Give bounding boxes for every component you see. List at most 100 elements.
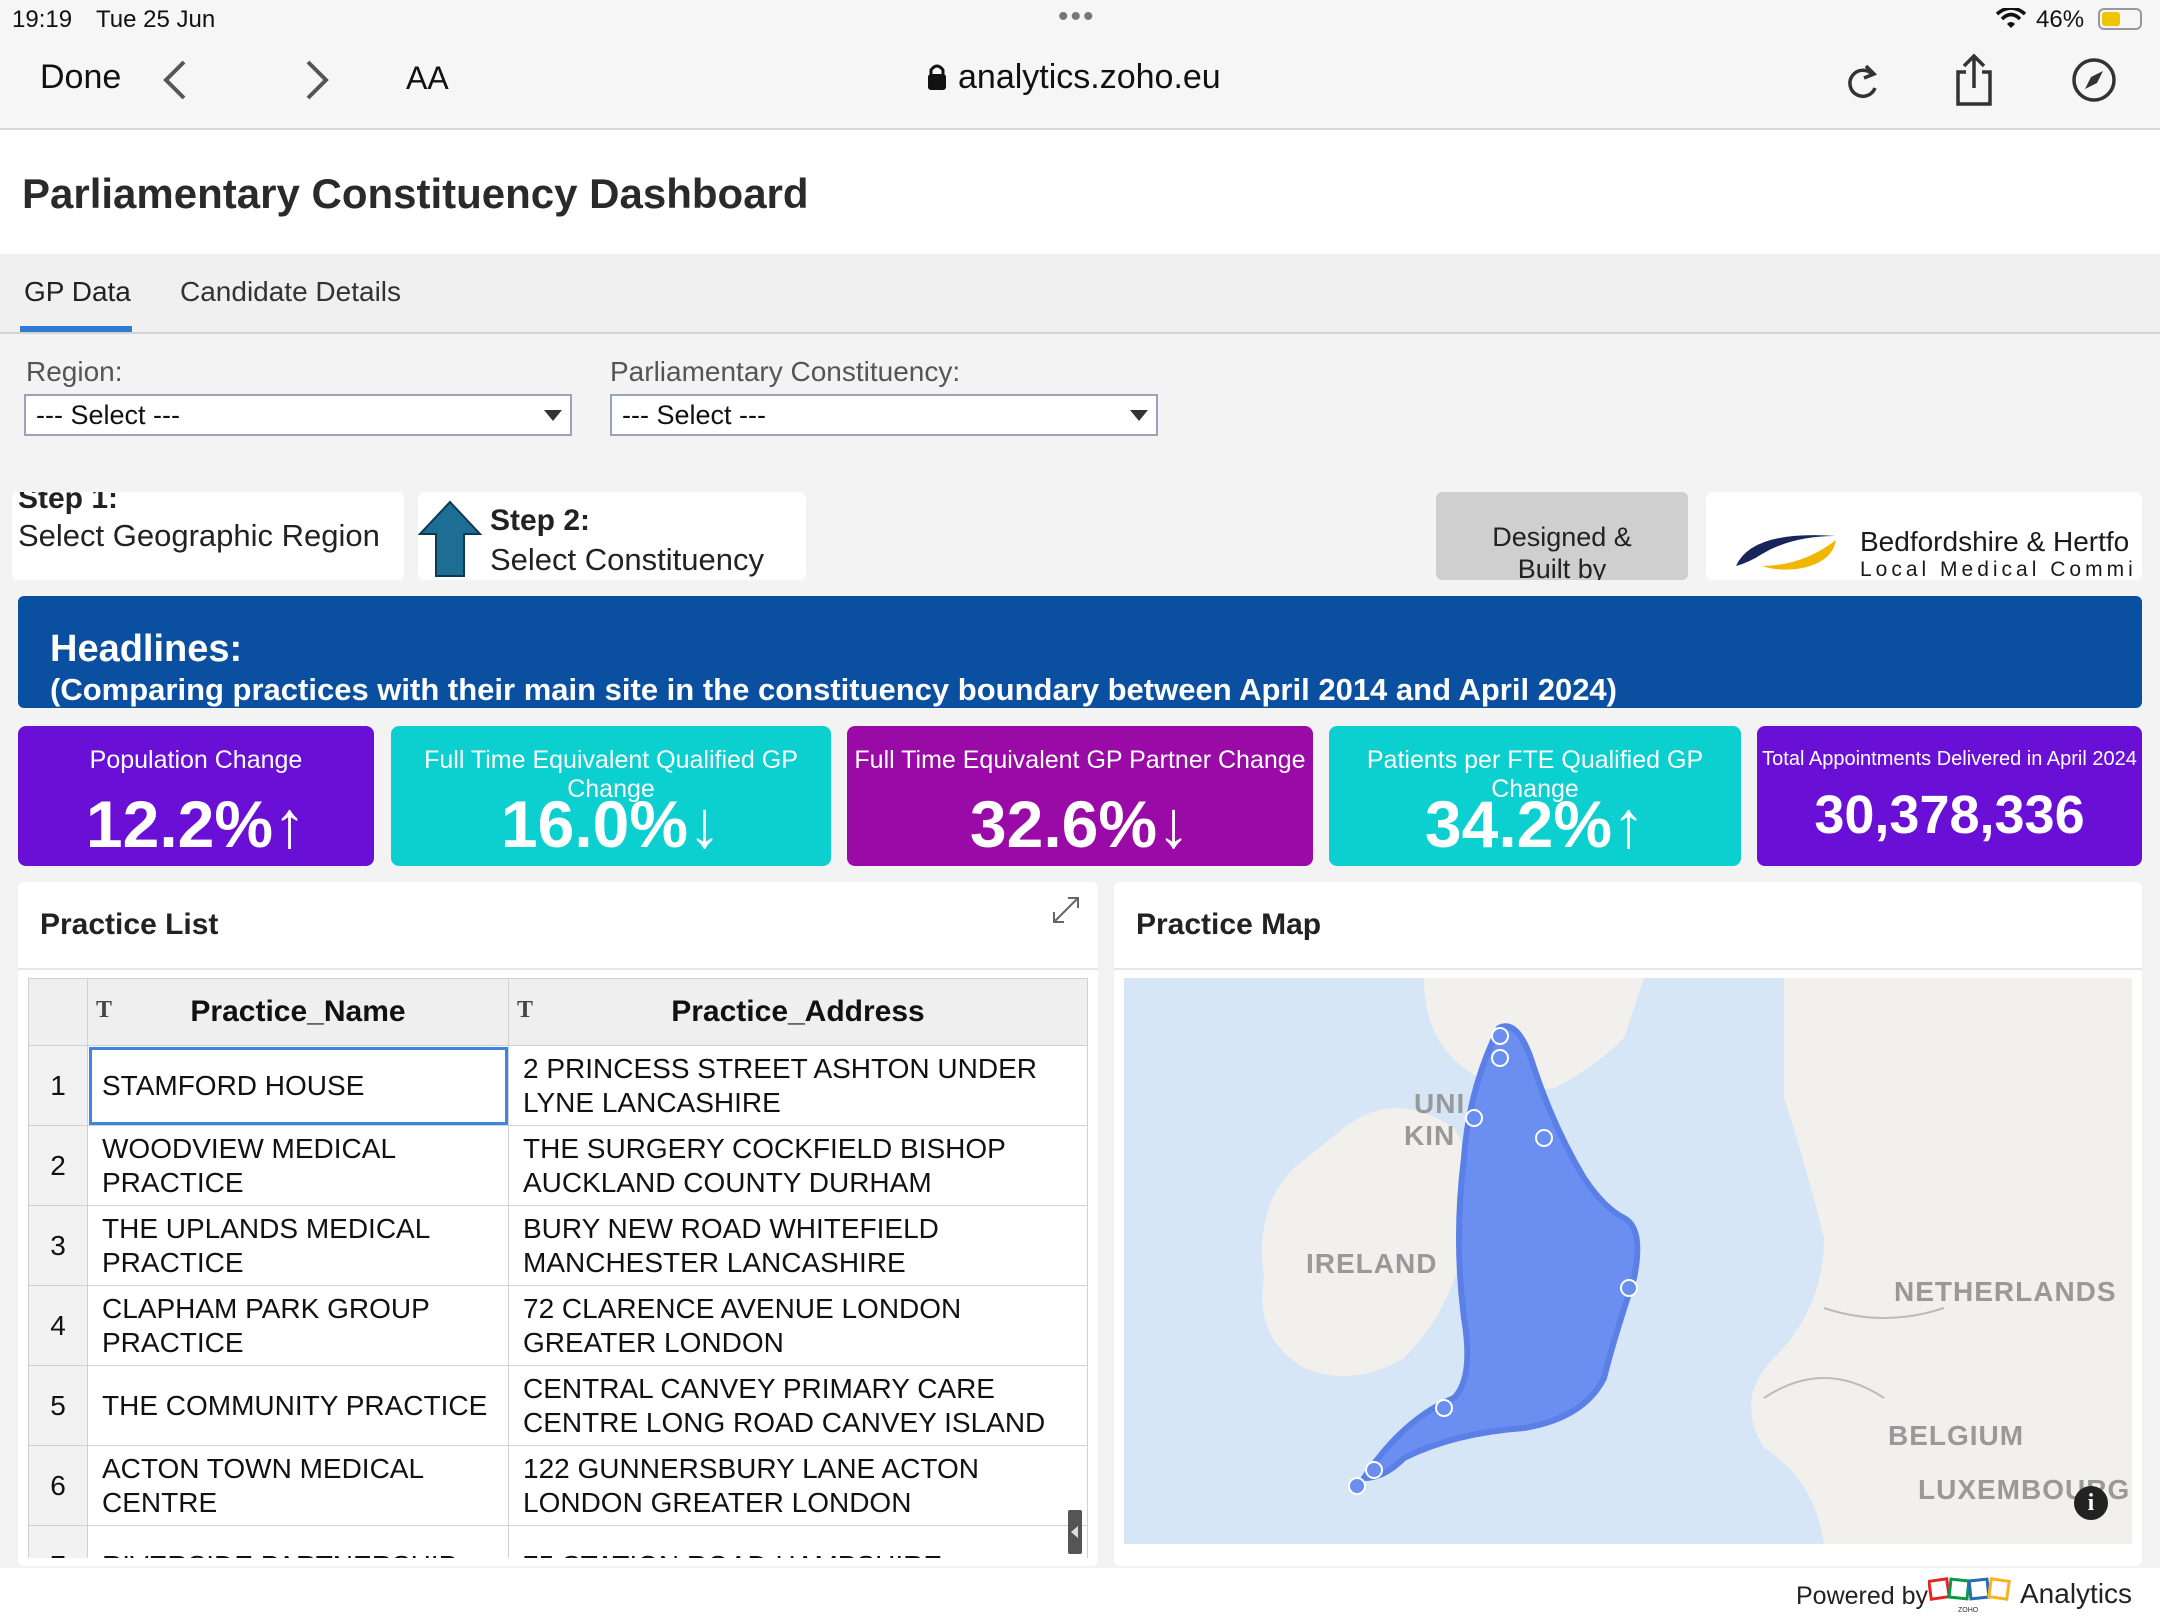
practice-name-cell[interactable]: RIVERSIDE PARTNERSHIP — [87, 1525, 509, 1558]
table-row[interactable]: 1 STAMFORD HOUSE 2 PRINCESS STREET ASHTO… — [28, 1045, 1088, 1126]
arrow-up-icon: ↑ — [273, 787, 307, 861]
borders — [1763, 1307, 1945, 1399]
map-label-uk-line1: UNI — [1414, 1088, 1466, 1119]
practice-address-cell[interactable]: BURY NEW ROAD WHITEFIELD MANCHESTER LANC… — [508, 1205, 1088, 1286]
tab-gp-data[interactable]: GP Data — [24, 276, 131, 307]
row-number: 5 — [28, 1365, 88, 1446]
practice-list-title: Practice List — [40, 908, 219, 941]
designed-by-line1: Designed & — [1492, 522, 1632, 552]
row-number: 3 — [28, 1205, 88, 1286]
practice-name-cell[interactable]: THE COMMUNITY PRACTICE — [87, 1365, 509, 1446]
column-header-practice-name[interactable]: T Practice_Name — [87, 978, 509, 1046]
map-label-ireland: IRELAND — [1306, 1248, 1438, 1279]
footer: Powered by ZOHO Analytics — [0, 1568, 2160, 1620]
table-row[interactable]: 7 RIVERSIDE PARTNERSHIP 75 STATION ROAD … — [28, 1525, 1088, 1558]
practice-markers-cluster[interactable] — [1358, 1023, 1641, 1482]
table-row[interactable]: 6 ACTON TOWN MEDICAL CENTRE 122 GUNNERSB… — [28, 1445, 1088, 1526]
arrow-up-icon: ↑ — [1612, 787, 1646, 861]
practice-marker[interactable] — [1620, 1279, 1638, 1297]
row-number: 4 — [28, 1285, 88, 1366]
chevron-down-icon — [544, 410, 562, 421]
scrollbar-handle[interactable] — [1068, 1510, 1082, 1554]
row-number: 7 — [28, 1525, 88, 1558]
zoho-logo[interactable]: ZOHO — [1928, 1574, 2012, 1614]
forward-chevron-icon[interactable] — [302, 58, 332, 102]
practice-table-scroll[interactable]: T Practice_Name T Practice_Address 1 STAMF… — [28, 978, 1088, 1558]
status-bar: 19:19 Tue 25 Jun ••• 46% — [0, 0, 2160, 40]
status-date: Tue 25 Jun — [96, 6, 216, 33]
step1-text: Select Geographic Region — [18, 518, 380, 553]
battery-icon — [2098, 8, 2142, 30]
practice-address-cell[interactable]: 75 STATION ROAD HAMPSHIRE — [508, 1525, 1088, 1558]
kpi-label: Full Time Equivalent Qualified GP Change — [424, 746, 798, 803]
map-label-belgium: BELGIUM — [1888, 1420, 2025, 1451]
more-dots-icon[interactable]: ••• — [1058, 0, 1096, 33]
map-canvas[interactable] — [1124, 978, 2132, 1544]
powered-by-text: Powered by — [1796, 1582, 1929, 1610]
lmc-org-line1: Bedfordshire & Hertfo — [1860, 526, 2130, 557]
map-label-uk-line2: KIN — [1404, 1120, 1456, 1151]
practice-marker[interactable] — [1435, 1399, 1453, 1417]
kpi-total-appointments: Total Appointments Delivered in April 20… — [1757, 726, 2142, 866]
kpi-label: Patients per FTE Qualified GP Change — [1366, 746, 1704, 803]
done-button[interactable]: Done — [40, 58, 122, 96]
region-select-value: --- Select --- — [36, 400, 180, 430]
region-filter-label: Region: — [26, 356, 123, 387]
row-number: 2 — [28, 1125, 88, 1206]
row-number: 1 — [28, 1045, 88, 1126]
text-size-button[interactable]: AA — [406, 60, 449, 96]
kpi-value: 12.2%↑ — [85, 787, 307, 861]
region-select[interactable]: --- Select --- — [24, 394, 572, 436]
wifi-icon — [1996, 8, 2026, 28]
table-row[interactable]: 4 CLAPHAM PARK GROUP PRACTICE 72 CLARENC… — [28, 1285, 1088, 1366]
practice-address-cell[interactable]: 122 GUNNERSBURY LANE ACTON LONDON GREATE… — [508, 1445, 1088, 1526]
kpi-value: 30,378,336 — [1814, 785, 2085, 845]
lmc-logo-card: Bedfordshire & Hertfo Local Medical Comm… — [1706, 492, 2142, 580]
map-label-netherlands: NETHERLANDS — [1894, 1276, 2117, 1307]
arrow-down-icon: ↓ — [688, 787, 722, 861]
share-icon[interactable] — [1952, 52, 1996, 108]
table-row[interactable]: 3 THE UPLANDS MEDICAL PRACTICE BURY NEW … — [28, 1205, 1088, 1286]
practice-marker[interactable] — [1465, 1109, 1483, 1127]
constituency-filter-label: Parliamentary Constituency: — [610, 356, 961, 387]
svg-text:ZOHO: ZOHO — [1958, 1607, 1979, 1614]
table-row[interactable]: 2 WOODVIEW MEDICAL PRACTICE THE SURGERY … — [28, 1125, 1088, 1206]
practice-name-cell[interactable]: ACTON TOWN MEDICAL CENTRE — [87, 1445, 509, 1526]
practice-address-cell[interactable]: 2 PRINCESS STREET ASHTON UNDER LYNE LANC… — [508, 1045, 1088, 1126]
practice-address-cell[interactable]: 72 CLARENCE AVENUE LONDON GREATER LONDON — [508, 1285, 1088, 1366]
battery-percent: 46% — [2036, 6, 2085, 33]
back-chevron-icon[interactable] — [160, 58, 190, 102]
practice-name-cell[interactable]: CLAPHAM PARK GROUP PRACTICE — [87, 1285, 509, 1366]
headlines-subtitle: (Comparing practices with their main sit… — [50, 672, 1617, 707]
kpi-value: 32.6%↓ — [969, 787, 1191, 861]
practice-marker[interactable] — [1348, 1477, 1366, 1495]
up-arrow-icon — [418, 500, 482, 577]
expand-icon[interactable] — [1050, 894, 1082, 926]
table-row[interactable]: 5 THE COMMUNITY PRACTICE CENTRAL CANVEY … — [28, 1365, 1088, 1446]
practice-marker[interactable] — [1535, 1129, 1553, 1147]
practice-marker[interactable] — [1491, 1027, 1509, 1045]
kpi-value: 34.2%↑ — [1424, 787, 1646, 861]
kpi-fte-gp-change: Full Time Equivalent Qualified GP Change… — [391, 726, 831, 866]
practice-address-cell[interactable]: CENTRAL CANVEY PRIMARY CARE CENTRE LONG … — [508, 1365, 1088, 1446]
browser-toolbar: Done AA analytics.zoho.eu — [0, 40, 2160, 130]
practice-name-cell[interactable]: WOODVIEW MEDICAL PRACTICE — [87, 1125, 509, 1206]
designed-by-line2: Built by — [1517, 554, 1607, 580]
practice-address-cell[interactable]: THE SURGERY COCKFIELD BISHOP AUCKLAND CO… — [508, 1125, 1088, 1206]
reload-icon[interactable] — [1842, 60, 1882, 104]
chevron-down-icon — [1130, 410, 1148, 421]
practice-name-cell[interactable]: STAMFORD HOUSE — [87, 1045, 509, 1126]
compass-icon[interactable] — [2070, 56, 2118, 104]
address-bar-url[interactable]: analytics.zoho.eu — [958, 58, 1221, 96]
constituency-select[interactable]: --- Select --- — [610, 394, 1158, 436]
arrow-down-icon: ↓ — [1157, 787, 1191, 861]
practice-marker[interactable] — [1365, 1461, 1383, 1479]
column-header-practice-address[interactable]: T Practice_Address — [508, 978, 1088, 1046]
text-type-icon: T — [96, 997, 113, 1023]
info-icon[interactable]: i — [2074, 1486, 2108, 1520]
practice-name-cell[interactable]: THE UPLANDS MEDICAL PRACTICE — [87, 1205, 509, 1286]
step1-card: Step 1: Select Geographic Region — [12, 492, 404, 580]
practice-marker[interactable] — [1491, 1049, 1509, 1067]
row-number: 6 — [28, 1445, 88, 1526]
tab-candidate-details[interactable]: Candidate Details — [180, 276, 402, 307]
